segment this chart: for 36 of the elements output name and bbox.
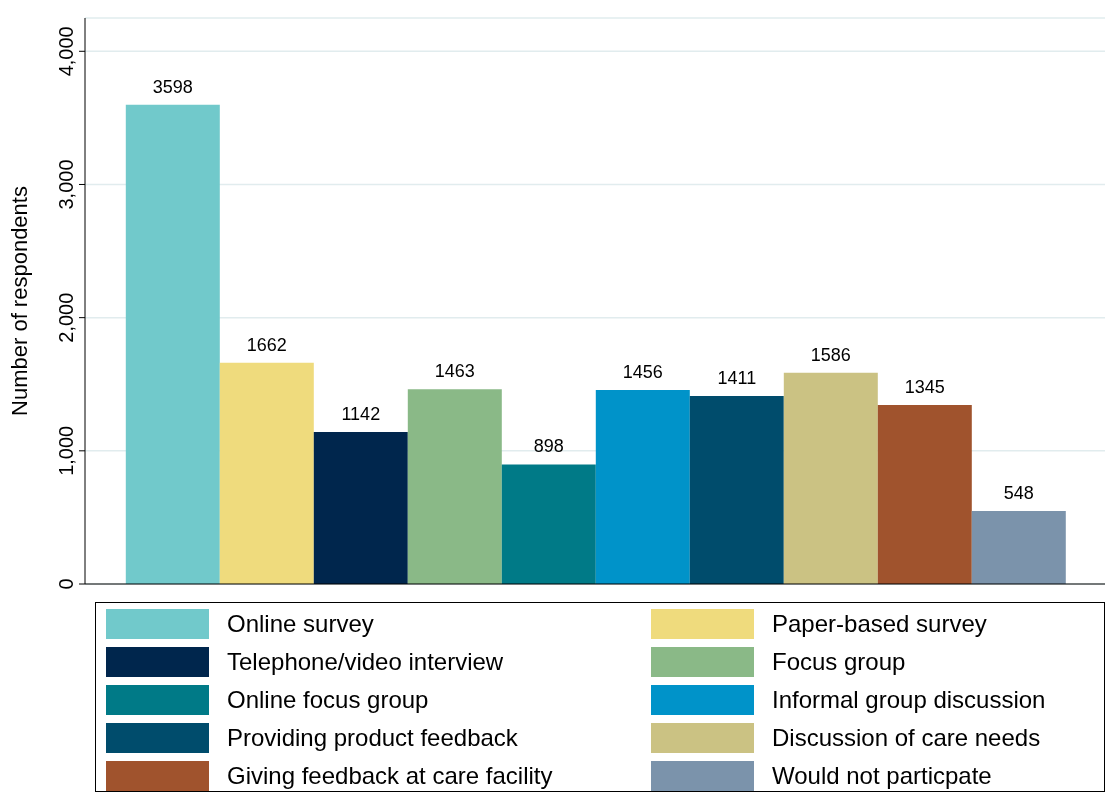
legend-label: Online survey [227, 610, 374, 638]
y-tick-label: 3,000 [55, 159, 77, 210]
bar [407, 389, 502, 584]
data-label: 1463 [434, 361, 475, 382]
legend-label: Providing product feedback [227, 724, 518, 752]
bar [971, 511, 1066, 584]
legend-label: Focus group [772, 648, 906, 676]
bar [125, 104, 220, 584]
y-tick-label: 1,000 [55, 425, 77, 476]
data-label: 898 [533, 436, 564, 457]
data-label: 1345 [904, 376, 945, 397]
bar [219, 362, 314, 584]
y-tick-label: 2,000 [55, 292, 77, 343]
data-label: 1411 [717, 368, 757, 389]
data-label: 3598 [152, 76, 193, 97]
legend-label: Would not particpate [772, 762, 992, 790]
data-label: 1142 [341, 403, 381, 424]
legend-label: Discussion of care needs [772, 724, 1041, 752]
data-label: 1662 [246, 334, 287, 355]
data-label: 1586 [810, 344, 851, 365]
bar [783, 372, 878, 584]
data-label: 1456 [622, 362, 663, 383]
bar [595, 390, 690, 584]
y-axis-title: Number of respondents [6, 186, 32, 416]
bar [313, 431, 408, 584]
legend-label: Giving feedback at care facility [227, 762, 553, 790]
y-tick-label: 4,000 [55, 26, 77, 77]
legend-label: Telephone/video interview [227, 648, 504, 676]
data-label: 548 [1003, 483, 1034, 504]
legend-label: Paper-based survey [772, 610, 987, 638]
y-tick-label: 0 [55, 578, 77, 590]
bar [877, 404, 972, 584]
bar [689, 396, 784, 584]
legend-label: Informal group discussion [772, 686, 1046, 714]
legend-label: Online focus group [227, 686, 429, 714]
bar [501, 464, 596, 584]
